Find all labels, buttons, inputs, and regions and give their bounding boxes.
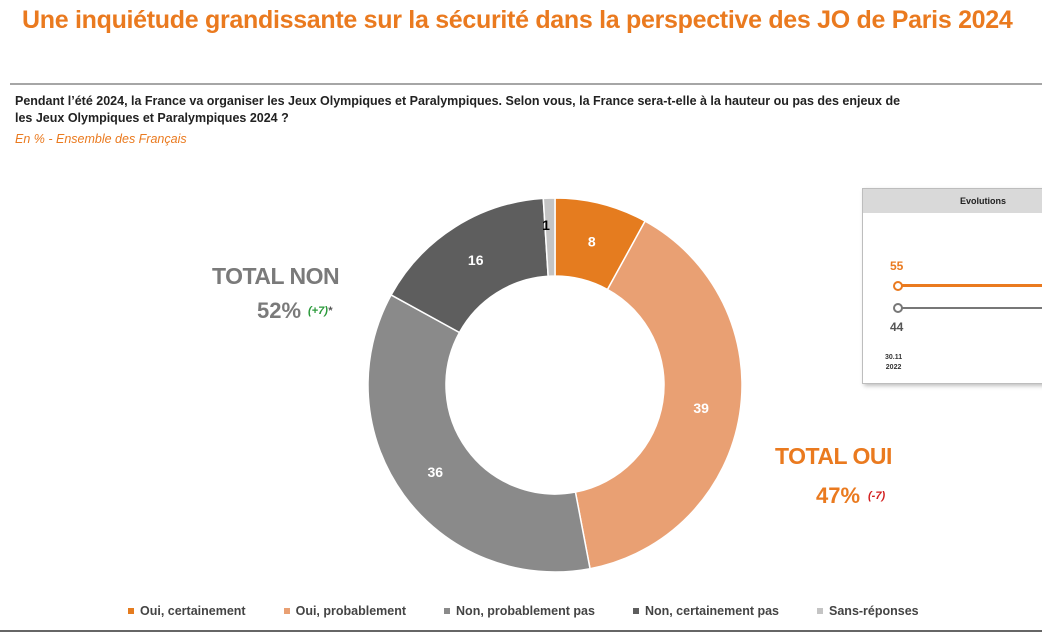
evolution-date-day: 30.11 xyxy=(885,354,903,361)
evolution-date: 30.11 2022 xyxy=(885,353,902,373)
donut-label-non-probablement-pas: 36 xyxy=(427,464,443,480)
total-non-variation: (+7)* xyxy=(308,305,332,317)
survey-question-line1: Pendant l’été 2024, la France va organis… xyxy=(15,94,901,108)
evolution-date-year: 2022 xyxy=(885,364,902,371)
evolution-non-marker xyxy=(893,303,903,313)
total-non-value: 52% xyxy=(257,298,302,323)
legend-swatch-non-certainement-pas xyxy=(632,608,639,614)
donut-label-oui-probablement: 39 xyxy=(693,400,709,416)
legend-item-sans-reponses: Sans-réponses xyxy=(817,604,919,618)
legend-swatch-non-probablement-pas xyxy=(444,608,451,614)
total-oui-variation: (-7) xyxy=(868,490,886,502)
survey-question-line2: les Jeux Olympiques et Paralympiques 202… xyxy=(15,111,289,125)
survey-subtitle: En % - Ensemble des Français xyxy=(15,132,187,146)
evolution-non-line xyxy=(901,307,1042,309)
donut-slice-non-probablement-pas xyxy=(367,293,591,573)
legend-item-oui-certainement: Oui, certainement xyxy=(128,604,246,618)
total-oui-label: TOTAL OUI xyxy=(775,443,892,469)
legend-item-non-certainement-pas: Non, certainement pas xyxy=(632,604,780,618)
legend-swatch-oui-probablement xyxy=(283,608,290,614)
legend-label-non-certainement-pas: Non, certainement pas xyxy=(644,604,780,618)
evolutions-panel: Evolutions 55 44 30.11 2022 xyxy=(862,188,1042,384)
donut-slice-oui-probablement xyxy=(574,220,743,570)
bottom-divider xyxy=(0,630,1042,632)
legend-label-non-probablement-pas: Non, probablement pas xyxy=(456,604,595,618)
evolution-oui-line xyxy=(901,284,1042,287)
total-non-variation-value: (+7) xyxy=(308,305,328,317)
chart-legend: Oui, certainement Oui, probablement Non, p… xyxy=(128,604,957,618)
total-oui-value: 47% xyxy=(816,483,861,508)
evolution-non-value: 44 xyxy=(890,320,904,334)
legend-swatch-sans-reponses xyxy=(817,608,824,614)
total-non-label: TOTAL NON xyxy=(212,263,340,289)
legend-label-sans-reponses: Sans-réponses xyxy=(829,604,919,618)
evolution-oui-value: 55 xyxy=(890,259,904,273)
donut-label-non-certainement-pas: 16 xyxy=(468,252,484,268)
donut-label-oui-certainement: 8 xyxy=(588,234,596,250)
survey-question: Pendant l’été 2024, la France va organis… xyxy=(15,93,1042,127)
donut-slice-sans-reponses xyxy=(542,197,556,278)
title-divider xyxy=(10,83,1042,85)
legend-item-oui-probablement: Oui, probablement xyxy=(283,604,407,618)
donut-label-sans-reponses: 1 xyxy=(542,217,550,233)
legend-item-non-probablement-pas: Non, probablement pas xyxy=(444,604,595,618)
page-title: Une inquiétude grandissante sur la sécur… xyxy=(22,6,1013,34)
evolutions-header: Evolutions xyxy=(863,189,1042,213)
evolution-oui-marker xyxy=(893,281,903,291)
legend-swatch-oui-certainement xyxy=(128,608,134,614)
legend-label-oui-certainement: Oui, certainement xyxy=(140,604,246,618)
total-non-note-marker: * xyxy=(327,305,333,317)
legend-label-oui-probablement: Oui, probablement xyxy=(295,604,407,618)
